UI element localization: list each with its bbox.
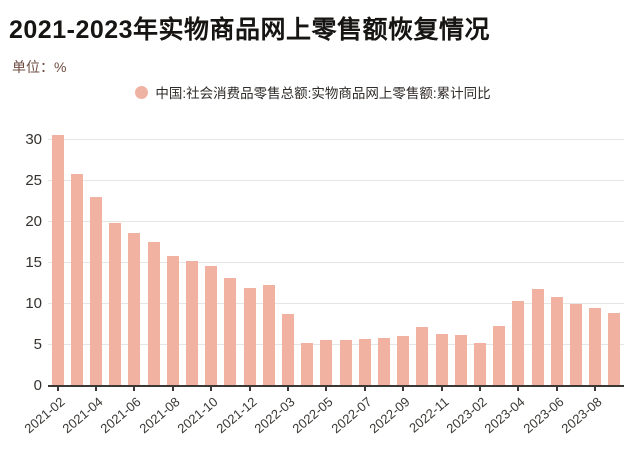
y-tick-label-25: 25: [25, 172, 42, 189]
y-tick-label-20: 20: [25, 213, 42, 230]
gridline-15: [48, 262, 624, 263]
bar-2022-11[interactable]: [435, 333, 448, 386]
y-tick-label-0: 0: [33, 377, 42, 394]
bar-2021-11[interactable]: [224, 277, 237, 386]
gridline-30: [48, 139, 624, 140]
gridline-10: [48, 303, 624, 304]
x-tick-2022-09: [402, 386, 405, 391]
bar-2023-05[interactable]: [531, 289, 544, 386]
bar-2022-09[interactable]: [397, 335, 410, 386]
bar-2021-03[interactable]: [70, 174, 83, 386]
bar-2022-12[interactable]: [454, 335, 467, 386]
bar-2022-04[interactable]: [301, 343, 314, 386]
x-tick-2022-07: [363, 386, 366, 391]
y-tick-label-30: 30: [25, 131, 42, 148]
page-title: 2021-2023年实物商品网上零售额恢复情况: [9, 16, 491, 44]
bar-2023-06[interactable]: [550, 297, 563, 386]
bar-2023-04[interactable]: [512, 300, 525, 386]
bar-2021-12[interactable]: [243, 287, 256, 386]
bar-2021-08[interactable]: [166, 255, 179, 386]
x-tick-2023-06: [555, 386, 558, 391]
bar-2021-09[interactable]: [186, 261, 198, 386]
x-tick-2021-04: [95, 386, 97, 391]
y-tick-label-10: 10: [25, 295, 42, 312]
legend: 中国:社会消费品零售总额:实物商品网上零售额:累计同比: [0, 82, 626, 102]
y-tick-label-15: 15: [25, 254, 42, 271]
bar-2022-10[interactable]: [416, 326, 429, 386]
bar-2023-08[interactable]: [589, 308, 602, 386]
gridline-5: [48, 344, 624, 345]
x-tick-2022-03: [287, 386, 289, 391]
x-tick-2022-11: [440, 386, 443, 391]
bar-2021-06[interactable]: [128, 232, 141, 386]
bar-2021-07[interactable]: [147, 241, 160, 386]
bar-2023-07[interactable]: [570, 304, 582, 386]
x-tick-2022-05: [325, 386, 328, 391]
x-tick-2023-04: [517, 386, 520, 391]
bar-2023-09[interactable]: [608, 313, 621, 386]
x-tick-2021-06: [133, 386, 136, 391]
x-tick-2021-10: [210, 386, 213, 391]
bar-2022-06[interactable]: [339, 340, 352, 386]
plot-area: 2021-02 2021-04 2021-06 2021-08 2021-10 2021-…: [21, 131, 624, 436]
gridline-25: [48, 180, 624, 181]
bar-2022-07[interactable]: [358, 339, 371, 386]
bar-2023-02[interactable]: [474, 342, 486, 386]
bar-2023-03[interactable]: [493, 326, 506, 386]
legend-marker-icon: [135, 85, 149, 99]
legend-series-label: 中国:社会消费品零售总额:实物商品网上零售额:累计同比: [155, 86, 491, 101]
x-axis-line: [48, 385, 624, 387]
x-tick-2021-02: [56, 386, 59, 391]
bar-2021-10[interactable]: [205, 266, 218, 386]
unit-label: 单位：%: [12, 59, 67, 75]
bar-2022-03[interactable]: [282, 313, 294, 386]
bar-2022-08[interactable]: [378, 338, 390, 386]
gridline-20: [48, 221, 624, 222]
y-tick-label-5: 5: [33, 336, 42, 353]
x-tick-2023-02: [479, 386, 481, 391]
x-tick-2021-08: [171, 386, 174, 391]
bar-chart: 0 5 10 15 20 25 30 2021-02 2021-04 2021-06 2021-0…: [0, 131, 626, 456]
bar-2021-05[interactable]: [109, 222, 122, 386]
bar-2021-02[interactable]: [51, 135, 64, 386]
bar-2021-04[interactable]: [90, 196, 102, 386]
y-axis-labels: 0 5 10 15 20 25 30: [0, 131, 42, 394]
bar-2022-02[interactable]: [262, 285, 275, 386]
bar-2022-05[interactable]: [320, 340, 333, 386]
x-tick-2023-08: [594, 386, 597, 391]
x-tick-2021-12: [248, 386, 251, 391]
